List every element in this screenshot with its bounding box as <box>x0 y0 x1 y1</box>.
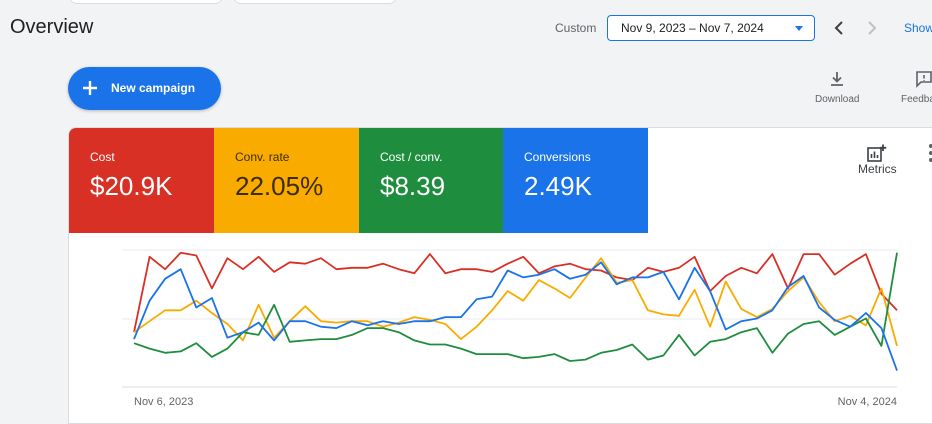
metrics-button[interactable]: Metrics <box>858 144 897 176</box>
performance-card: Cost $20.9K Conv. rate 22.05% Cost / con… <box>68 127 932 424</box>
plus-icon <box>83 81 97 95</box>
series-line-1 <box>133 257 898 347</box>
dropdown-caret-icon <box>795 26 803 31</box>
metric-label: Conversions <box>524 150 591 164</box>
feedback-label: Feedback <box>901 94 932 105</box>
feedback-icon <box>916 71 932 88</box>
add-chart-icon <box>867 144 887 162</box>
download-label: Download <box>815 94 860 105</box>
metric-label: Conv. rate <box>235 150 290 164</box>
metric-tile-conversions[interactable]: Conversions 2.49K <box>503 128 648 233</box>
metric-label: Cost / conv. <box>380 150 443 164</box>
x-axis-end-label: Nov 4, 2024 <box>838 396 897 408</box>
metric-tile-cost[interactable]: Cost $20.9K <box>69 128 214 233</box>
metric-label: Cost <box>90 150 115 164</box>
metric-value: $20.9K <box>90 171 173 201</box>
show-link[interactable]: Show <box>904 21 932 35</box>
top-tab[interactable] <box>69 0 223 4</box>
download-button[interactable]: Download <box>815 70 859 105</box>
metric-tile-conv-rate[interactable]: Conv. rate 22.05% <box>214 128 359 233</box>
top-tab[interactable] <box>233 0 397 4</box>
metric-value: 2.49K <box>524 171 592 201</box>
more-options-icon[interactable] <box>929 144 932 164</box>
series-line-3 <box>133 261 898 371</box>
series-line-0 <box>133 251 898 333</box>
x-axis-start-label: Nov 6, 2023 <box>134 396 193 408</box>
feedback-button[interactable]: Feedback <box>901 70 932 105</box>
download-icon <box>831 72 844 86</box>
page-title: Overview <box>10 16 94 38</box>
metric-tile-cost-per-conv[interactable]: Cost / conv. $8.39 <box>359 128 504 233</box>
series-line-2 <box>133 252 898 362</box>
next-period-button[interactable] <box>860 16 884 40</box>
date-range-value: Nov 9, 2023 – Nov 7, 2024 <box>621 21 764 35</box>
chevron-right-icon <box>868 21 877 35</box>
top-tab-strip <box>0 0 932 8</box>
new-campaign-button[interactable]: New campaign <box>68 67 221 110</box>
metric-value: 22.05% <box>235 171 324 201</box>
new-campaign-label: New campaign <box>111 81 196 95</box>
date-range-select[interactable]: Nov 9, 2023 – Nov 7, 2024 <box>607 15 815 41</box>
metric-value: $8.39 <box>380 171 446 201</box>
date-range-label: Custom <box>555 21 597 35</box>
chevron-left-icon <box>834 21 843 35</box>
previous-period-button[interactable] <box>827 16 851 40</box>
metrics-label: Metrics <box>858 162 897 176</box>
performance-chart: Nov 6, 2023 Nov 4, 2024 <box>122 249 898 408</box>
series-group <box>133 251 898 371</box>
